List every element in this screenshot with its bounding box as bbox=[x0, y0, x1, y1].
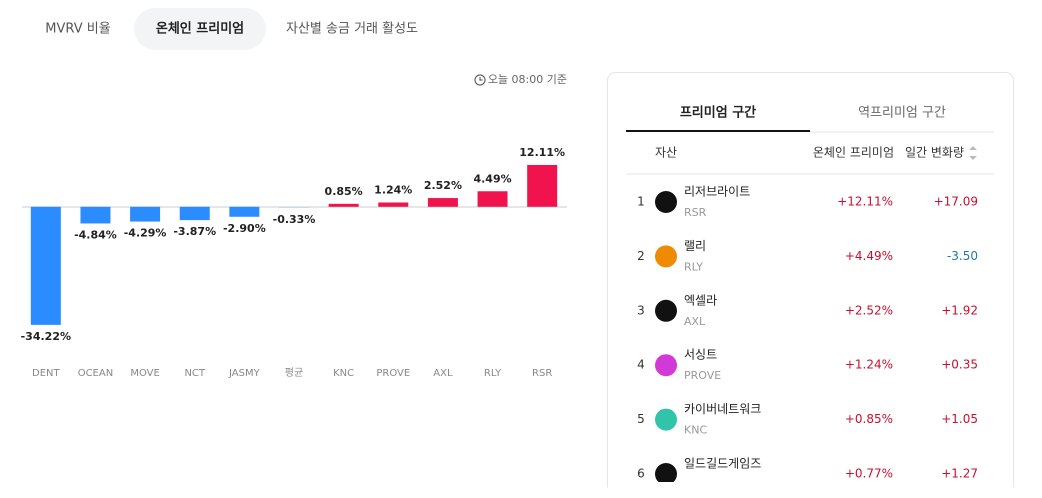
premium: +2.52% bbox=[845, 303, 893, 317]
premium: +12.11% bbox=[837, 195, 893, 209]
asset-name: 카이버네트워크 bbox=[684, 402, 761, 416]
asset-icon bbox=[655, 408, 677, 431]
change: +17.09 bbox=[934, 195, 978, 209]
table-tab[interactable]: 역프리미엄 구간 bbox=[858, 106, 946, 121]
table-tab[interactable]: 프리미엄 구간 bbox=[680, 105, 756, 121]
premium: +0.77% bbox=[845, 467, 893, 481]
value-label: 0.85% bbox=[325, 185, 363, 198]
change: +1.27 bbox=[941, 467, 978, 481]
premium: +0.85% bbox=[845, 412, 893, 426]
asset-symbol: AXL bbox=[684, 315, 706, 328]
rank: 2 bbox=[637, 249, 645, 263]
x-tick-label: OCEAN bbox=[78, 368, 114, 379]
bar bbox=[279, 206, 309, 208]
x-tick-label: AXL bbox=[433, 368, 453, 379]
rank: 1 bbox=[637, 195, 645, 209]
tab[interactable]: 자산별 송금 거래 활성도 bbox=[286, 22, 418, 37]
x-tick-label: KNC bbox=[333, 368, 354, 379]
x-tick-label: PROVE bbox=[376, 368, 410, 379]
x-tick-label: RSR bbox=[532, 368, 552, 379]
bar bbox=[130, 206, 161, 222]
x-tick-label: RLY bbox=[484, 368, 502, 379]
active-tab-bg bbox=[134, 8, 266, 50]
value-label: 12.11% bbox=[519, 146, 565, 159]
change: +0.35 bbox=[941, 358, 978, 372]
value-label: 1.24% bbox=[374, 183, 412, 196]
x-tick-label: MOVE bbox=[130, 368, 159, 379]
x-tick-label: 평균 bbox=[285, 367, 303, 379]
x-tick-label: NCT bbox=[184, 368, 205, 379]
value-label: -4.84% bbox=[74, 228, 117, 241]
rank: 3 bbox=[637, 303, 645, 317]
change: +1.05 bbox=[941, 412, 978, 426]
asset-name: 일드길드게임즈 bbox=[684, 457, 761, 471]
rank: 4 bbox=[637, 358, 645, 372]
bar bbox=[427, 198, 458, 207]
premium: +4.49% bbox=[845, 249, 893, 263]
rank: 6 bbox=[637, 467, 645, 481]
value-label: -4.29% bbox=[124, 227, 167, 240]
asset-name: 랠리 bbox=[684, 239, 706, 253]
change: +1.92 bbox=[941, 303, 978, 317]
timestamp: 오늘 08:00 기준 bbox=[488, 73, 567, 86]
value-label: -0.33% bbox=[273, 213, 316, 226]
bar bbox=[30, 206, 61, 325]
asset-icon bbox=[655, 191, 677, 213]
bar bbox=[527, 164, 558, 207]
asset-symbol: RLY bbox=[684, 260, 703, 273]
sort-icon[interactable] bbox=[969, 146, 977, 160]
bar bbox=[477, 191, 508, 207]
value-label: -34.22% bbox=[21, 330, 71, 343]
header[interactable]: 일간 변화량 bbox=[905, 146, 964, 160]
tab[interactable]: MVRV 비율 bbox=[45, 22, 110, 37]
x-tick-label: JASMY bbox=[228, 368, 261, 379]
asset-name: 서싱트 bbox=[684, 348, 717, 362]
premium: +1.24% bbox=[845, 358, 893, 372]
asset-icon bbox=[655, 245, 677, 268]
asset-symbol: KNC bbox=[684, 424, 707, 437]
asset-symbol: RSR bbox=[684, 206, 707, 219]
bar bbox=[229, 206, 260, 217]
bar bbox=[80, 206, 111, 224]
value-label: 2.52% bbox=[424, 179, 462, 192]
value-label: -2.90% bbox=[223, 222, 266, 235]
rank: 5 bbox=[637, 412, 645, 426]
asset-icon bbox=[655, 299, 677, 322]
asset-icon bbox=[655, 354, 677, 377]
asset-icon bbox=[655, 463, 677, 485]
change: -3.50 bbox=[947, 249, 978, 263]
bar bbox=[328, 203, 359, 207]
clock-hand bbox=[479, 77, 483, 81]
x-tick-label: DENT bbox=[32, 368, 60, 379]
value-label: 4.49% bbox=[473, 172, 511, 185]
cutoff bbox=[608, 482, 1013, 498]
bar bbox=[179, 206, 210, 221]
clock-icon bbox=[474, 74, 486, 86]
header: 자산 bbox=[655, 146, 677, 160]
asset-name: 엑셀라 bbox=[684, 293, 717, 307]
asset-symbol: PROVE bbox=[684, 369, 721, 382]
header: 온체인 프리미엄 bbox=[813, 146, 894, 160]
asset-name: 리저브라이트 bbox=[684, 185, 750, 199]
tab[interactable]: 온체인 프리미엄 bbox=[156, 21, 244, 37]
bar bbox=[378, 202, 409, 207]
value-label: -3.87% bbox=[173, 225, 216, 238]
